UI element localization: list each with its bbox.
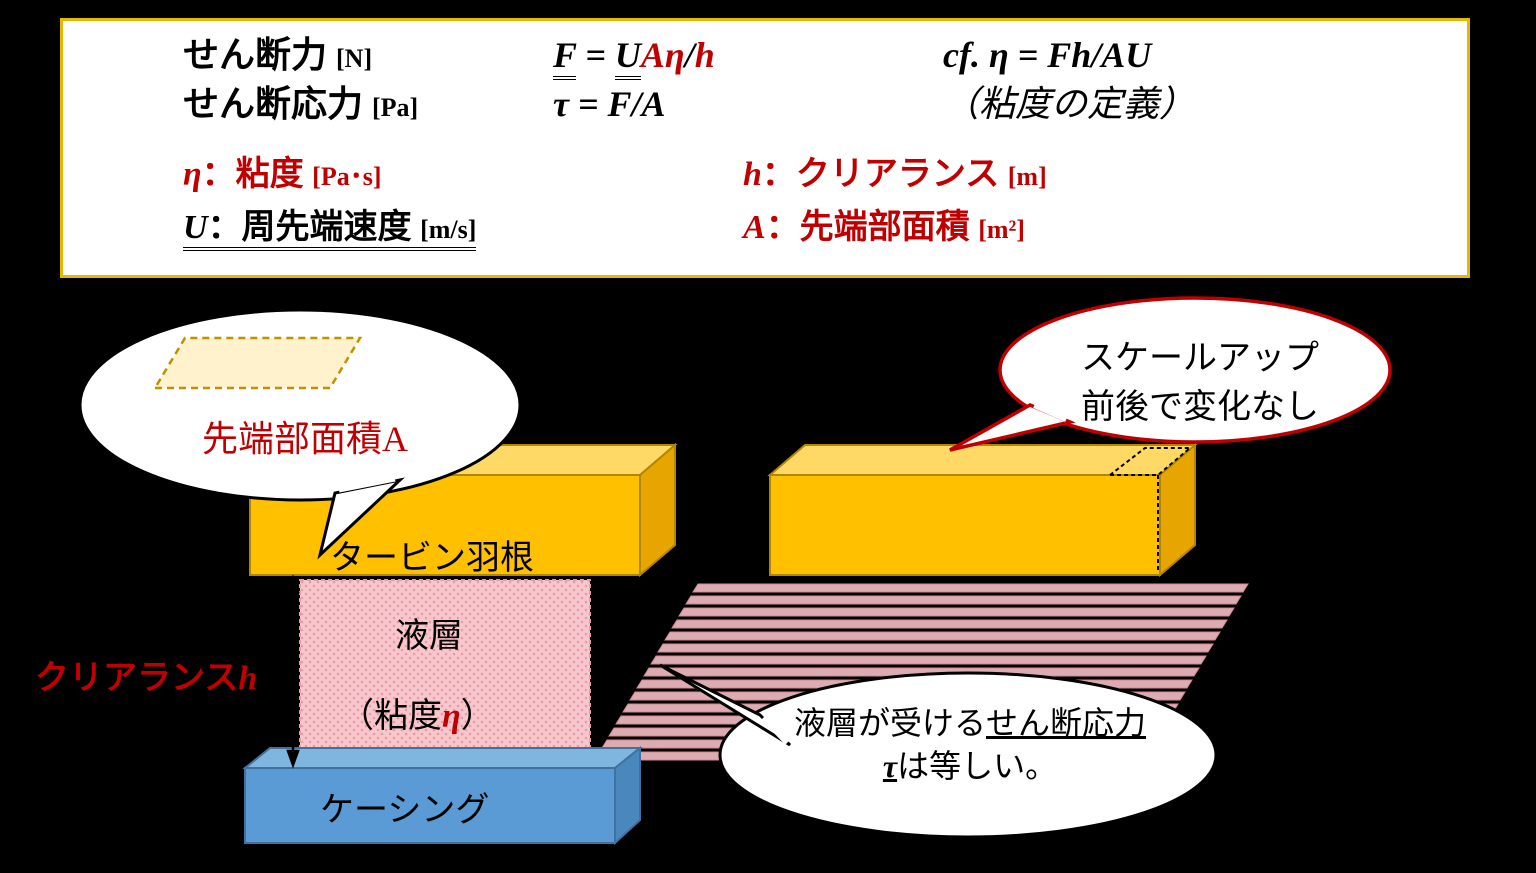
label-shear-stress: せん断応力 bbox=[183, 84, 372, 124]
def-eta: η：粘度 [Pa･s] bbox=[183, 146, 703, 195]
eq-row-shear-stress: せん断応力 [Pa] τ = F/A （粘度の定義） bbox=[183, 80, 1367, 129]
equation-box: せん断力 [N] F = UAη/h cf. η = Fh/AU せん断応力 [… bbox=[60, 18, 1470, 278]
tau-callout-text: 液層が受けるせん断応力τは等しい。 bbox=[790, 702, 1150, 788]
formula-tau: τ = F/A bbox=[553, 80, 903, 129]
unit-Pa: [Pa] bbox=[372, 93, 418, 122]
turbine-label: タービン羽根 bbox=[330, 530, 534, 579]
label-shear-force: せん断力 bbox=[183, 35, 336, 75]
scaleup-text: スケールアップ 前後で変化なし bbox=[1050, 330, 1350, 428]
clearance-arrow bbox=[288, 578, 298, 765]
defs-row-1: η：粘度 [Pa･s] h：クリアランス [m] bbox=[183, 146, 1367, 195]
casing-label: ケーシング bbox=[320, 782, 489, 831]
liquid-label: 液層 bbox=[395, 608, 463, 657]
def-h: h：クリアランス [m] bbox=[743, 146, 1367, 195]
unit-N: [N] bbox=[336, 44, 372, 73]
defs-row-2: U：周先端速度 [m/s] A：先端部面積 [m²] bbox=[183, 199, 1367, 248]
area-callout-text: 先端部面積A bbox=[125, 410, 485, 462]
viscosity-label: （粘度η） bbox=[340, 688, 495, 737]
eq-row-shear-force: せん断力 [N] F = UAη/h cf. η = Fh/AU bbox=[183, 31, 1367, 80]
def-A: A：先端部面積 [m²] bbox=[743, 199, 1367, 248]
turbine-blade-2 bbox=[770, 445, 1195, 575]
def-U: U：周先端速度 [m/s] bbox=[183, 199, 703, 248]
viscosity-definition: （粘度の定義） bbox=[943, 80, 1367, 129]
clearance-label: クリアランスh bbox=[35, 650, 257, 699]
formula-F: F = UAη/h bbox=[553, 31, 903, 80]
formula-cf: cf. η = Fh/AU bbox=[943, 31, 1367, 80]
